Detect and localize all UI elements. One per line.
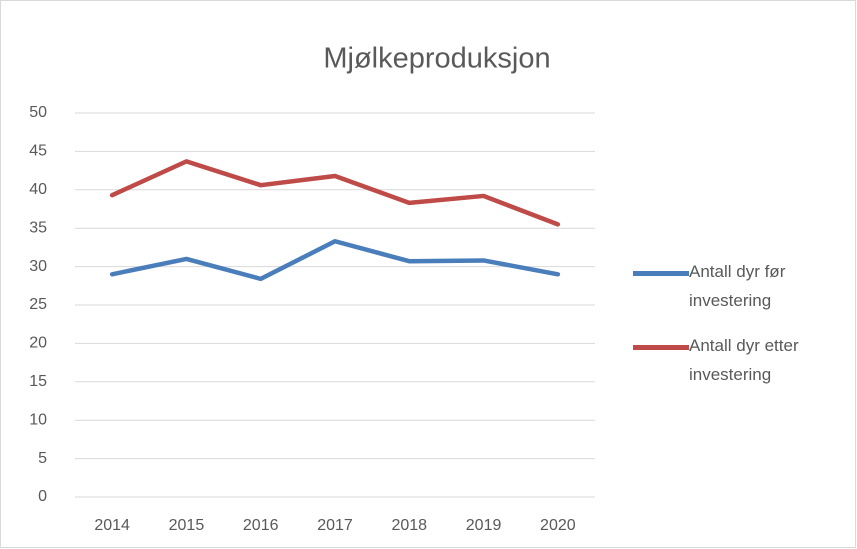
y-tick-label: 5 bbox=[38, 450, 47, 467]
x-tick-label: 2019 bbox=[466, 517, 502, 534]
y-tick-label: 35 bbox=[29, 219, 47, 236]
legend-label: Antall dyr før investering bbox=[689, 262, 786, 310]
legend-label: Antall dyr etter investering bbox=[689, 336, 799, 384]
x-tick-label: 2014 bbox=[94, 517, 130, 534]
y-tick-label: 50 bbox=[29, 104, 47, 121]
legend-swatch bbox=[633, 345, 689, 350]
line-series bbox=[109, 239, 561, 282]
x-tick-label: 2015 bbox=[169, 517, 205, 534]
x-tick-label: 2018 bbox=[391, 517, 427, 534]
y-tick-label: 0 bbox=[38, 488, 47, 505]
y-tick-label: 30 bbox=[29, 258, 47, 275]
line-series bbox=[109, 159, 561, 227]
y-tick-label: 15 bbox=[29, 373, 47, 390]
y-tick-label: 45 bbox=[29, 143, 47, 160]
legend-swatch bbox=[633, 271, 689, 276]
x-tick-label: 2017 bbox=[317, 517, 353, 534]
y-tick-label: 25 bbox=[29, 296, 47, 313]
y-tick-label: 40 bbox=[29, 181, 47, 198]
x-tick-label: 2016 bbox=[243, 517, 279, 534]
chart-title: Mjølkeproduksjon bbox=[323, 43, 550, 75]
legend-item: Antall dyr før investering bbox=[633, 262, 833, 315]
legend-item: Antall dyr etter investering bbox=[633, 336, 833, 389]
x-tick-label: 2020 bbox=[540, 517, 576, 534]
y-tick-label: 10 bbox=[29, 411, 47, 428]
y-tick-label: 20 bbox=[29, 335, 47, 352]
